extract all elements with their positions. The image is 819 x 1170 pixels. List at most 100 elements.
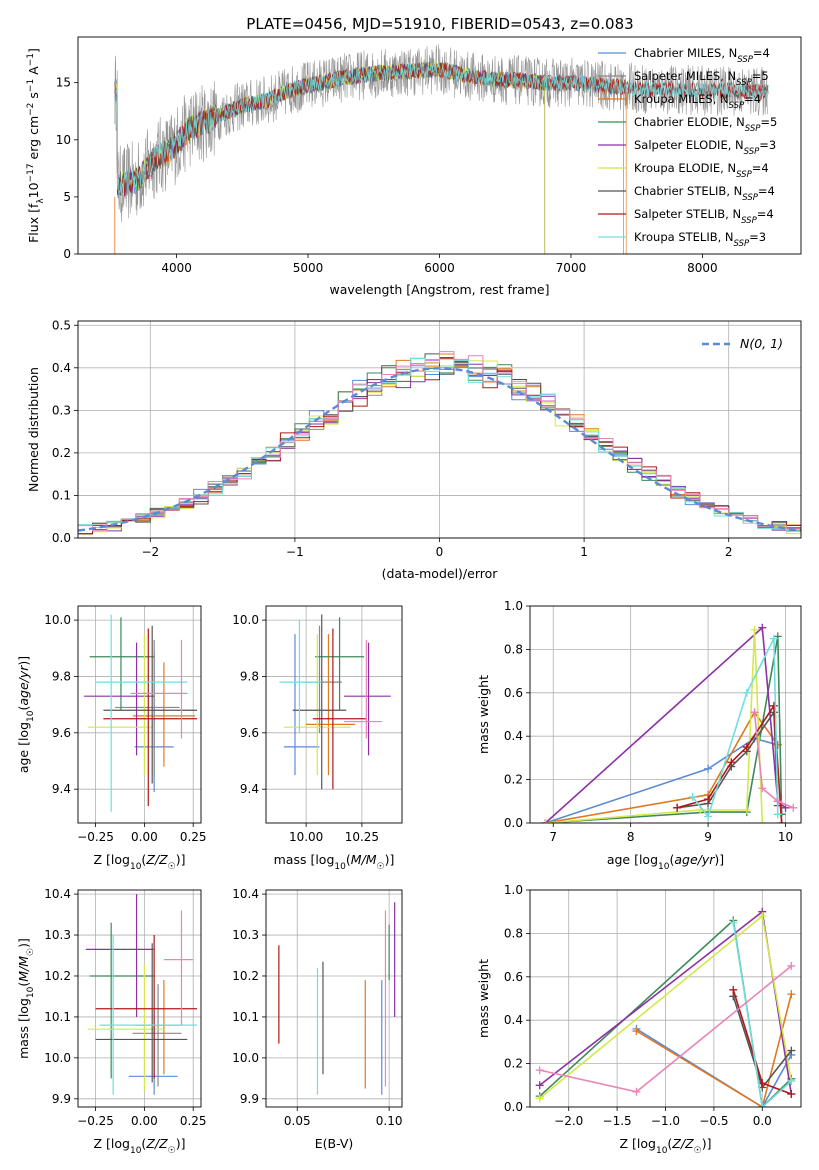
point-marker (704, 764, 713, 773)
point-marker (704, 812, 713, 821)
errorbar-point (99, 935, 198, 1095)
errorbar-point (306, 634, 356, 776)
y-axis-label: age [log10(age/yr)] (16, 656, 36, 773)
panel-6: −0.25 0.00 0.25 9.9 10.0 10.1 10.2 10.3 10.4 Z [l… (16, 887, 207, 1156)
x-tick-label: 0 (436, 545, 444, 559)
plot-area (541, 623, 798, 823)
x-tick-label: 10.25 (345, 830, 379, 844)
y-tick-label: 5 (63, 190, 71, 204)
legend-entry: Chabrier STELIB, NSSP=4 (634, 184, 775, 203)
point-marker (729, 918, 738, 927)
x-tick-label: 6000 (424, 261, 455, 275)
series-line (753, 712, 794, 809)
legend-entry: Kroupa STELIB, NSSP=3 (634, 230, 766, 249)
x-tick-label: 10 (778, 830, 793, 844)
x-tick-label: 8000 (687, 261, 718, 275)
y-tick-label: 9.8 (52, 669, 71, 683)
point-marker (758, 1103, 767, 1107)
series-line (545, 710, 779, 823)
series-line (636, 1028, 792, 1107)
point-marker (535, 1094, 544, 1103)
panel-8: −2.0 −1.5 −1.0 −0.5 0.0 0.0 0.2 0.4 0.6 0.8 1.0 Z [… (476, 883, 802, 1156)
x-tick-label: 0.25 (180, 830, 207, 844)
y-tick-label: 10.0 (232, 613, 259, 627)
axes-frame (77, 320, 802, 539)
errorbar-point (95, 935, 198, 1079)
y-tick-label: 0.1 (52, 488, 71, 502)
axes-frame (77, 889, 202, 1108)
y-tick-label: 9.6 (52, 726, 71, 740)
y-tick-label: 9.8 (240, 669, 259, 683)
y-tick-label: 0.0 (504, 816, 523, 830)
x-tick-label: 10.00 (289, 830, 323, 844)
point-marker (688, 792, 697, 801)
y-tick-label: 10 (56, 133, 71, 147)
errorbar-point (283, 634, 320, 776)
plot-area (85, 894, 198, 1095)
x-tick-label: −0.5 (699, 1114, 728, 1128)
y-axis-label: mass weight (476, 675, 491, 754)
legend-entry: Kroupa MILES, NSSP=4 (634, 92, 761, 111)
legend: Chabrier MILES, NSSP=4 Salpeter MILES, NS… (598, 46, 777, 249)
point-marker (535, 1081, 544, 1090)
errorbar-point (128, 1025, 178, 1095)
y-tick-label: 9.4 (52, 782, 71, 796)
y-tick-label: 10.2 (44, 969, 71, 983)
x-tick-label: 1 (580, 545, 588, 559)
x-axis-label: age [log10(age/yr)] (607, 852, 724, 872)
y-tick-label: 0.0 (52, 531, 71, 545)
y-tick-label: 0.2 (504, 773, 523, 787)
y-axis-label: Flux [fλ10−17 erg cm−2 s−1 A−1] (26, 48, 46, 243)
errorbar-point (132, 662, 196, 767)
point-marker (758, 784, 767, 793)
point-marker (769, 634, 778, 643)
plot-area (83, 614, 198, 812)
x-tick-label: 7000 (556, 261, 587, 275)
point-marker (758, 912, 767, 921)
panel-7: 0.05 0.10 9.9 10.0 10.1 10.2 10.3 10.4 E(B-V) (232, 887, 402, 1151)
y-tick-label: 1.0 (504, 883, 523, 897)
y-tick-label: 0.4 (52, 361, 71, 375)
errorbar-point (95, 943, 188, 1083)
point-marker (632, 1027, 641, 1036)
x-tick-label: −0.25 (77, 830, 114, 844)
plot-area (278, 902, 396, 1095)
axes-frame (265, 889, 403, 1108)
point-marker (742, 743, 751, 752)
x-tick-label: 0.0 (753, 1114, 772, 1128)
errorbar-point (89, 617, 155, 711)
x-tick-label: 0.00 (131, 1114, 158, 1128)
plot-area (279, 614, 391, 790)
x-tick-label: 2 (725, 545, 733, 559)
point-marker (704, 795, 713, 804)
x-tick-label: 5000 (293, 261, 324, 275)
y-tick-label: 9.9 (240, 1092, 259, 1106)
errorbar-point (163, 910, 194, 1026)
chart-title: PLATE=0456, MJD=51910, FIBERID=0543, z=0… (246, 15, 633, 33)
y-tick-label: 0.5 (52, 318, 71, 332)
y-tick-label: 10.0 (44, 613, 71, 627)
point-marker (758, 819, 767, 823)
y-tick-label: 9.9 (52, 1092, 71, 1106)
y-tick-label: 0 (63, 247, 71, 261)
point-marker (727, 758, 736, 767)
x-axis-label: Z [log10(Z/Z☉)] (620, 1136, 712, 1156)
errorbar-point (115, 639, 180, 776)
y-tick-label: 0.3 (52, 403, 71, 417)
errorbar-point (95, 614, 188, 812)
point-marker (673, 803, 682, 812)
series-line (544, 626, 787, 823)
histogram-step (78, 351, 801, 532)
y-tick-label: 0.6 (504, 686, 523, 700)
errorbar-point (134, 980, 180, 1075)
errorbar-point (89, 922, 155, 1079)
plot-area (78, 351, 801, 535)
y-tick-label: 0.0 (504, 1100, 523, 1114)
y-axis-label: mass [log10(M/M☉)] (16, 938, 36, 1059)
y-tick-label: 9.6 (240, 726, 259, 740)
x-tick-label: 0.10 (376, 1114, 403, 1128)
series-line (732, 922, 792, 1107)
x-tick-label: 0.25 (180, 1114, 207, 1128)
legend-entry: Chabrier ELODIE, NSSP=5 (634, 115, 777, 134)
